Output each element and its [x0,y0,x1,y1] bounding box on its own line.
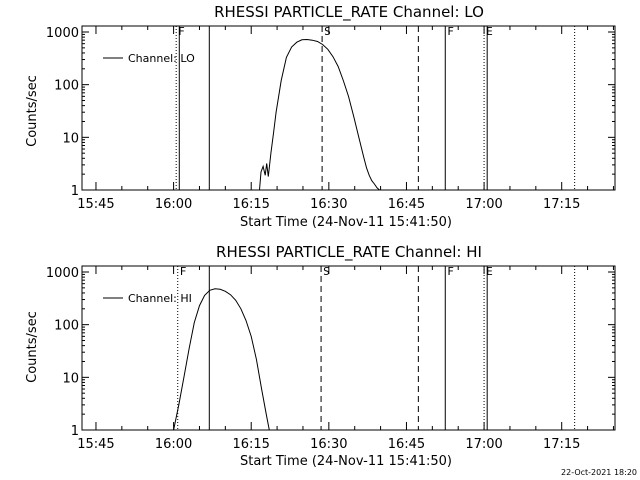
series-line-hi [173,288,270,431]
x-tick-label-lo: 16:00 [155,197,192,212]
legend-hi: Channel: HI [103,292,192,305]
event-marker-lo: F [447,25,454,38]
series-line-lo [259,38,380,191]
plot-frame-lo [81,25,616,191]
x-tick-label-hi: 16:15 [232,437,269,452]
chart-title-lo: RHESSI PARTICLE_RATE Channel: LO [214,3,484,22]
y-tick-label-lo: 100 [54,79,79,94]
x-tick-label-hi: 15:45 [77,437,114,452]
event-marker-lo: F [178,25,185,38]
y-tick-label-lo: 1000 [46,26,79,41]
x-tick-label-lo: 16:30 [310,197,347,212]
x-tick-label-lo: 17:15 [543,197,580,212]
y-tick-label-hi: 10 [62,371,79,386]
x-tick-label-hi: 16:45 [388,437,425,452]
panel-hi: RHESSI PARTICLE_RATE Channel: HI Counts/… [25,243,616,469]
x-tick-label-lo: 16:45 [388,197,425,212]
event-marker-hi: F [180,265,187,278]
event-marker-lo: S [324,25,331,38]
plot-frame-hi [81,265,616,431]
x-tick-label-hi: 17:00 [465,437,502,452]
x-tick-label-hi: 17:15 [543,437,580,452]
event-marker-hi: S [323,265,330,278]
chart-title-hi: RHESSI PARTICLE_RATE Channel: HI [216,243,482,262]
event-marker-hi: E [486,265,493,278]
x-tick-label-hi: 16:00 [155,437,192,452]
legend-lo: Channel: LO [103,52,195,65]
legend-label-lo: Channel: LO [128,52,195,65]
y-axis-label-hi: Counts/sec [25,311,40,383]
x-tick-label-hi: 16:30 [310,437,347,452]
y-tick-label-hi: 1 [71,424,79,439]
x-axis-label-hi: Start Time (24-Nov-11 15:41:50) [240,454,452,469]
y-tick-label-lo: 10 [62,131,79,146]
x-tick-label-lo: 15:45 [77,197,114,212]
footer-timestamp: 22-Oct-2021 18:20 [561,468,637,477]
y-axis-label-lo: Counts/sec [25,75,40,147]
x-tick-label-lo: 16:15 [232,197,269,212]
y-tick-label-hi: 1000 [46,266,79,281]
event-marker-lo: E [486,25,493,38]
x-tick-label-lo: 17:00 [465,197,502,212]
panel-lo: RHESSI PARTICLE_RATE Channel: LO Counts/… [25,3,616,230]
y-tick-label-lo: 1 [71,184,79,199]
legend-label-hi: Channel: HI [128,292,192,305]
x-axis-label-lo: Start Time (24-Nov-11 15:41:50) [240,215,452,230]
y-tick-label-hi: 100 [54,319,79,334]
event-marker-hi: F [447,265,454,278]
